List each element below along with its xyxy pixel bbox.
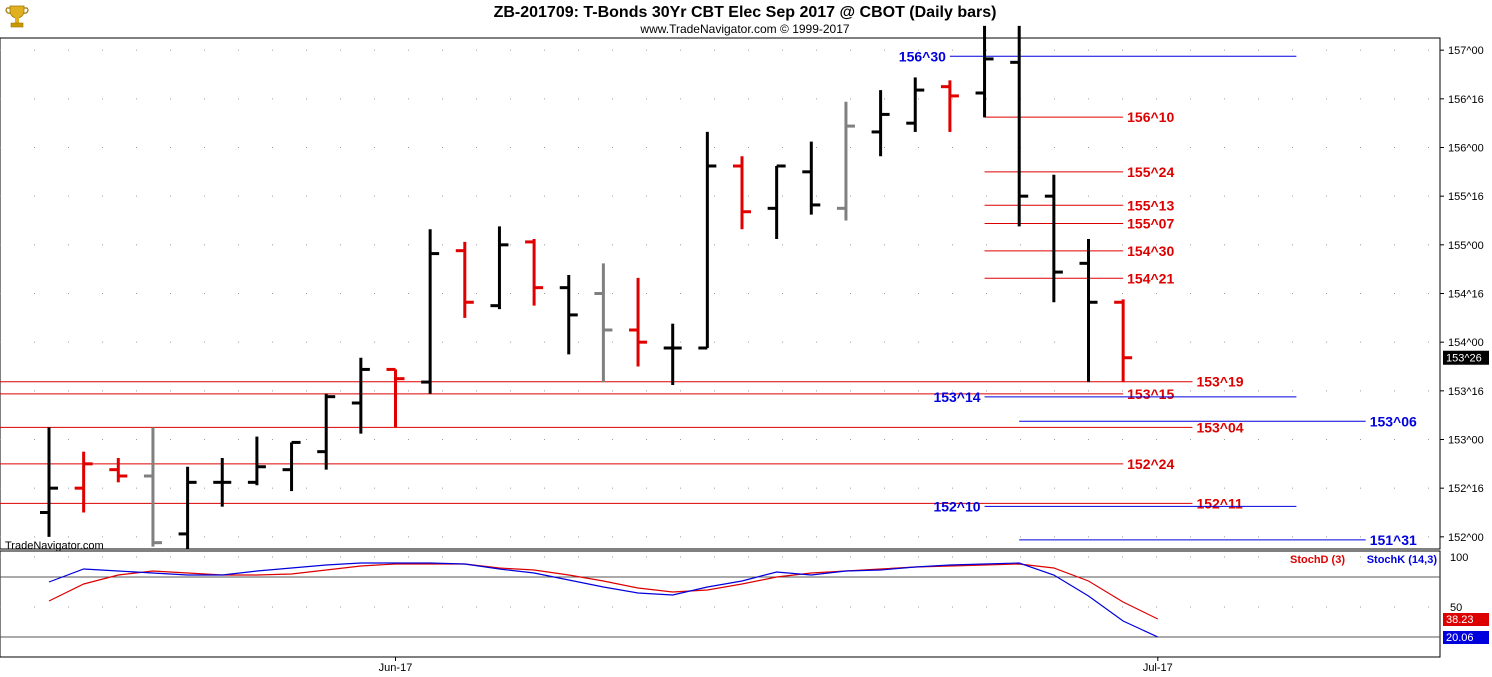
ohlc-bar xyxy=(178,466,197,549)
level-label: 153^14 xyxy=(933,389,980,405)
y-tick-label: 156^00 xyxy=(1448,143,1484,155)
level-label: 153^15 xyxy=(1127,386,1174,402)
ohlc-bar xyxy=(802,141,821,215)
chart-title: ZB-201709: T-Bonds 30Yr CBT Elec Sep 201… xyxy=(494,4,997,21)
level-label: 153^19 xyxy=(1196,374,1243,390)
level-label: 153^04 xyxy=(1196,419,1243,435)
ohlc-bar xyxy=(629,277,648,367)
level-label: 153^06 xyxy=(1370,413,1417,429)
ohlc-bar xyxy=(40,427,58,537)
level-label: 154^30 xyxy=(1127,243,1174,259)
ohlc-bar xyxy=(940,80,959,132)
support-resistance-levels: 156^30 156^10 155^24 155^13 155^07 154^30 154^… xyxy=(0,48,1417,548)
ohlc-bar xyxy=(386,367,405,428)
ohlc-bar xyxy=(317,393,336,470)
ohlc-bar xyxy=(109,457,128,483)
ohlc-bar xyxy=(213,457,232,507)
y-tick-label: 155^16 xyxy=(1448,191,1484,203)
trophy-icon xyxy=(5,5,29,28)
ohlc-bar xyxy=(1079,238,1098,383)
ohlc-bar xyxy=(836,101,855,221)
y-tick-label: 156^16 xyxy=(1448,94,1484,106)
stochd-line xyxy=(48,563,1159,620)
ohlc-bar xyxy=(767,164,786,239)
ohlc-bar xyxy=(455,241,474,318)
chart-subtitle: www.TradeNavigator.com © 1999-2017 xyxy=(639,22,849,36)
stochastic-grid xyxy=(0,556,1440,638)
level-label: 152^11 xyxy=(1196,495,1243,511)
ohlc-bar xyxy=(525,238,544,306)
ohlc-bar xyxy=(1044,174,1063,303)
ohlc-bar xyxy=(351,357,370,434)
ohlc-bar xyxy=(1010,25,1029,227)
ohlc-bar xyxy=(247,436,266,486)
x-tick-label: Jul-17 xyxy=(1143,662,1173,674)
level-label: 156^10 xyxy=(1127,109,1174,125)
ohlc-bar xyxy=(74,451,93,513)
y-tick-label: 157^00 xyxy=(1448,45,1484,57)
ohlc-bar xyxy=(975,25,994,118)
legend-stochd: StochD (3) xyxy=(1290,554,1345,566)
last-price-label: 153^26 xyxy=(1446,353,1482,365)
ohlc-bars xyxy=(40,25,1133,549)
y-tick-label: 152^00 xyxy=(1448,532,1484,544)
ohlc-bar xyxy=(559,275,578,355)
ohlc-bar xyxy=(698,131,717,350)
price-axis: 152^00 152^16 153^00 153^16 154^00 154^16 155^… xyxy=(1440,45,1489,544)
ohlc-bar xyxy=(421,229,440,394)
last-price-badge xyxy=(1443,350,1489,365)
stochastic-panel-frame xyxy=(0,550,1441,658)
ohlc-bar xyxy=(143,427,162,547)
level-label: 156^30 xyxy=(899,48,946,64)
ohlc-bar xyxy=(490,226,509,310)
price-panel: 156^30 156^10 155^24 155^13 155^07 154^30 154^… xyxy=(0,25,1441,550)
ohlc-bar xyxy=(282,440,301,492)
level-label: 155^13 xyxy=(1127,197,1174,213)
ohlc-bar xyxy=(1114,299,1133,383)
stochk-value: 20.06 xyxy=(1446,632,1474,644)
stochd-value: 38.23 xyxy=(1446,614,1474,626)
level-label: 155^07 xyxy=(1127,216,1174,232)
stochk-line xyxy=(48,562,1159,638)
y-tick-label: 153^00 xyxy=(1448,435,1484,447)
ohlc-bar xyxy=(906,77,925,132)
stoch-tick-label: 100 xyxy=(1450,552,1468,564)
stochk-badge xyxy=(1443,631,1489,644)
level-label: 154^21 xyxy=(1127,270,1174,286)
level-label: 151^31 xyxy=(1370,532,1417,548)
watermark: TradeNavigator.com xyxy=(5,540,104,552)
y-tick-label: 154^00 xyxy=(1448,337,1484,349)
y-tick-label: 153^16 xyxy=(1448,386,1484,398)
ohlc-bar xyxy=(733,156,751,230)
stoch-tick-label: 50 xyxy=(1450,602,1462,614)
time-axis: Jun-17 Jul-17 xyxy=(379,657,1173,674)
level-label: 155^24 xyxy=(1127,164,1174,180)
level-label: 152^24 xyxy=(1127,456,1174,472)
y-tick-label: 155^00 xyxy=(1448,240,1484,252)
ohlc-bar xyxy=(594,263,613,383)
ohlc-bar xyxy=(663,323,682,385)
stochd-badge xyxy=(1443,613,1489,626)
y-tick-label: 152^16 xyxy=(1448,483,1484,495)
x-tick-label: Jun-17 xyxy=(379,662,413,674)
ohlc-bar xyxy=(871,90,890,157)
y-tick-label: 154^16 xyxy=(1448,289,1484,301)
level-label: 152^10 xyxy=(933,498,980,514)
legend-stochk: StochK (14,3) xyxy=(1367,554,1438,566)
